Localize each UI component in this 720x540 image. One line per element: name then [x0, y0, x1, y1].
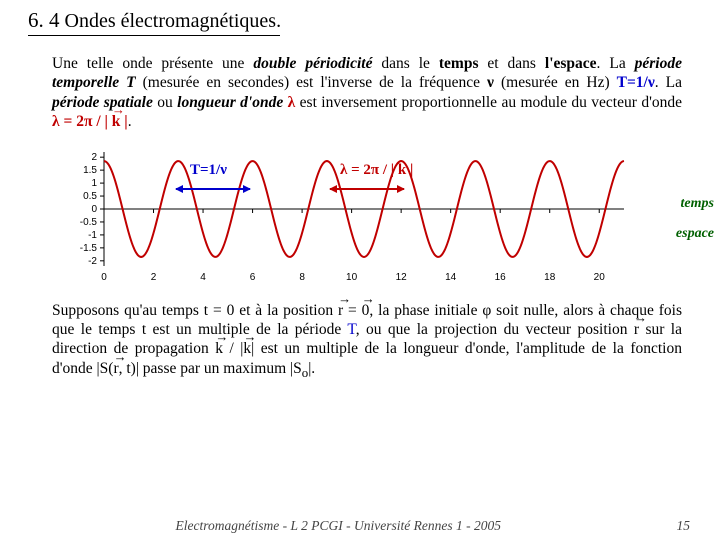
svg-text:-1: -1 — [88, 229, 97, 240]
p1-t1: Une telle onde présente une — [52, 55, 253, 72]
p1-t2: dans le — [372, 55, 438, 72]
section-number: 6. 4 — [28, 8, 60, 32]
p1-lon: longueur d'onde — [177, 94, 287, 111]
p1-t10: . — [128, 113, 132, 130]
p2-r: r — [634, 320, 639, 339]
page-number: 15 — [677, 518, 691, 534]
p1-perS: période spatiale — [52, 94, 153, 111]
footer-text: Electromagnétisme - L 2 PCGI - Universit… — [176, 518, 501, 534]
axis-label-espace: espace — [676, 226, 714, 242]
p2-r0: r = 0 — [338, 302, 369, 319]
paragraph-1: Une telle onde présente une double pério… — [52, 54, 682, 132]
formula-T: T=1/ν — [190, 162, 227, 179]
svg-text:-1.5: -1.5 — [80, 242, 98, 253]
p2-k2: k — [243, 339, 251, 358]
period-arrow-T — [176, 188, 250, 190]
svg-text:2: 2 — [91, 152, 97, 163]
section-title: 6. 4 Ondes électromagnétiques. — [28, 8, 692, 33]
wave-chart: -2-1.5-1-0.500.511.5202468101214161820 T… — [70, 146, 680, 291]
p2-t3: , ou que la projection du vecteur positi… — [356, 321, 634, 338]
p1-t8: ou — [153, 94, 177, 111]
p1-t7: . La — [655, 74, 682, 91]
svg-text:20: 20 — [594, 272, 606, 283]
p1-t4: . La — [597, 55, 635, 72]
footer: Electromagnétisme - L 2 PCGI - Universit… — [0, 518, 720, 534]
p1-t9: est inversement proportionnelle au modul… — [295, 94, 682, 111]
svg-text:6: 6 — [250, 272, 256, 283]
svg-text:0: 0 — [91, 204, 97, 215]
title-underline — [28, 35, 280, 36]
p2-t1: Supposons qu'au temps t = 0 et à la posi… — [52, 302, 338, 319]
p1-eqT: T=1/ν — [617, 74, 655, 91]
p1-t6: (mesurée en Hz) — [494, 74, 617, 91]
p2-r2: r — [113, 359, 118, 378]
p1-eqL: λ = 2π / | k | — [52, 113, 128, 130]
svg-text:12: 12 — [396, 272, 408, 283]
p1-nu: ν — [487, 74, 494, 91]
axis-label-temps: temps — [681, 196, 714, 212]
svg-text:16: 16 — [495, 272, 507, 283]
svg-text:-0.5: -0.5 — [80, 216, 98, 227]
svg-text:-2: -2 — [88, 255, 97, 266]
svg-text:18: 18 — [544, 272, 556, 283]
svg-text:0.5: 0.5 — [83, 191, 97, 202]
p2-k: k — [215, 339, 223, 358]
p1-double: double périodicité — [253, 55, 372, 72]
p1-t3: et dans — [478, 55, 544, 72]
svg-text:2: 2 — [151, 272, 157, 283]
section-text: Ondes électromagnétiques. — [65, 10, 282, 32]
p2-t8: |. — [308, 360, 315, 377]
svg-text:14: 14 — [445, 272, 457, 283]
svg-text:1.5: 1.5 — [83, 165, 97, 176]
p1-t5: (mesurée en secondes) est l'inverse de l… — [136, 74, 487, 91]
p2-t7: , t)| passe par un maximum |S — [119, 360, 302, 377]
paragraph-2: Supposons qu'au temps t = 0 et à la posi… — [52, 301, 682, 381]
formula-lambda: λ = 2π / | k | — [340, 162, 413, 179]
svg-text:0: 0 — [101, 272, 107, 283]
svg-text:1: 1 — [91, 178, 97, 189]
p1-temps: temps — [439, 55, 479, 72]
svg-text:8: 8 — [299, 272, 305, 283]
p2-T: T — [347, 321, 355, 338]
svg-text:10: 10 — [346, 272, 358, 283]
p1-espace: l'espace — [545, 55, 597, 72]
svg-text:4: 4 — [200, 272, 206, 283]
period-arrow-lambda — [330, 188, 404, 190]
